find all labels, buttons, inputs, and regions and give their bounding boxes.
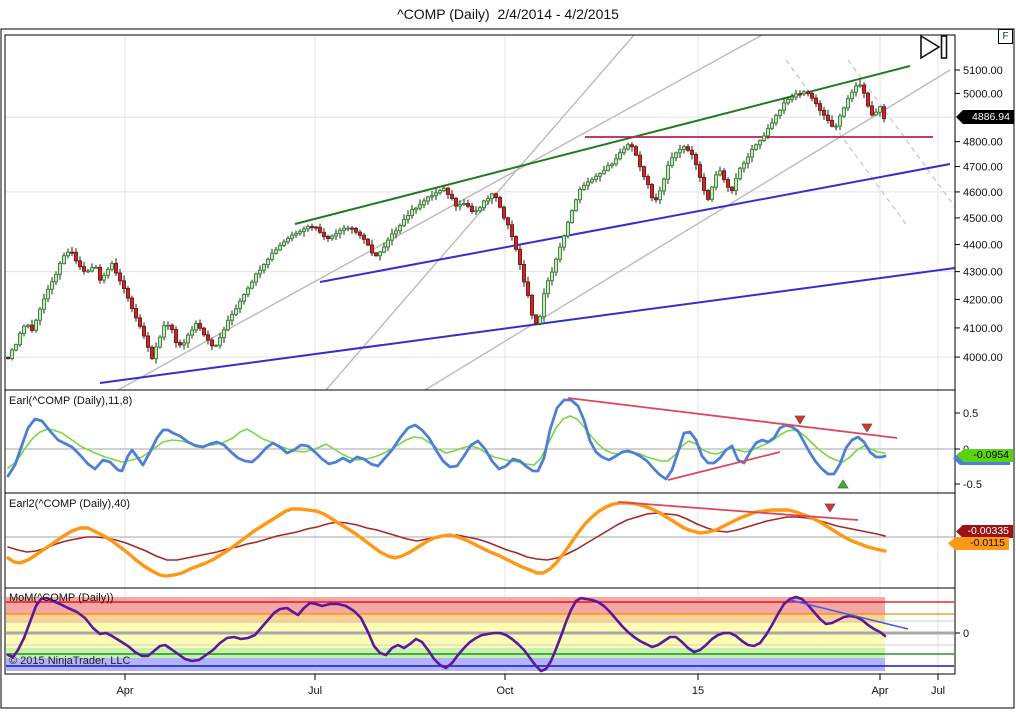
price-tick-label: 4800.00 bbox=[963, 137, 1003, 149]
earl2-orange-value-badge: -0.0115 bbox=[948, 537, 1009, 550]
time-axis-label: Jul bbox=[931, 685, 945, 697]
earl-value-badge: -0.0954 bbox=[957, 449, 1013, 462]
price-tick-label: 5000.00 bbox=[963, 88, 1003, 100]
f-button[interactable]: F bbox=[998, 29, 1013, 44]
time-axis-label: Oct bbox=[496, 685, 513, 697]
time-axis-label: Apr bbox=[116, 685, 133, 697]
mom-panel-label: MoM(^COMP (Daily)) bbox=[9, 592, 114, 604]
price-axis: 5100.00 5000.00 4800.00 4700.00 4600.00 4500.… bbox=[955, 65, 1003, 640]
price-tick-label: 4500.00 bbox=[963, 213, 1003, 225]
go-to-end-icon[interactable] bbox=[920, 34, 948, 60]
earl2-panel-layer bbox=[6, 501, 887, 578]
chart-title: ^COMP (Daily) 2/4/2014 - 4/2/2015 bbox=[397, 6, 619, 22]
earl-panel-layer bbox=[6, 397, 898, 489]
price-tick-label: 4700.00 bbox=[963, 162, 1003, 174]
sell-signal-marker bbox=[824, 503, 836, 513]
price-tick-label: 4200.00 bbox=[963, 294, 1003, 306]
earl-blue-line bbox=[6, 398, 887, 481]
copyright-text: © 2015 NinjaTrader, LLC bbox=[9, 655, 131, 667]
earl-panel-label: Earl(^COMP (Daily),11,8) bbox=[9, 395, 133, 407]
price-tick-label: 4600.00 bbox=[963, 187, 1003, 199]
sell-signal-marker bbox=[794, 415, 806, 425]
sell-signal-marker bbox=[861, 423, 873, 433]
mom-purple-line bbox=[6, 595, 887, 673]
buy-signal-marker bbox=[837, 479, 849, 489]
earl2-orange-line bbox=[6, 501, 887, 578]
earl-tick-label: -0.5 bbox=[963, 479, 982, 491]
earl2-darkred-value-badge: -0.00335 bbox=[956, 525, 1013, 538]
price-tick-label: 4100.00 bbox=[963, 323, 1003, 335]
grid-layer bbox=[5, 35, 955, 674]
mom-tick-label: 0 bbox=[963, 628, 969, 640]
earl-tick-label: 0.5 bbox=[963, 408, 978, 420]
candles-layer bbox=[6, 79, 886, 364]
time-axis-label: 15 bbox=[692, 685, 704, 697]
price-tick-label: 4400.00 bbox=[963, 239, 1003, 251]
time-axis: Apr Jul Oct 15 Apr Jul bbox=[116, 674, 945, 697]
last-price-badge: 4886.94 bbox=[956, 110, 1014, 124]
price-tick-label: 4300.00 bbox=[963, 267, 1003, 279]
price-tick-label: 5100.00 bbox=[963, 65, 1003, 77]
main-trendlines-layer bbox=[99, 35, 955, 390]
price-tick-label: 4000.00 bbox=[963, 352, 1003, 364]
time-axis-label: Apr bbox=[871, 685, 888, 697]
mom-panel-layer bbox=[6, 595, 954, 673]
earl2-panel-label: Earl2(^COMP (Daily),40) bbox=[9, 498, 131, 510]
time-axis-label: Jul bbox=[308, 685, 322, 697]
